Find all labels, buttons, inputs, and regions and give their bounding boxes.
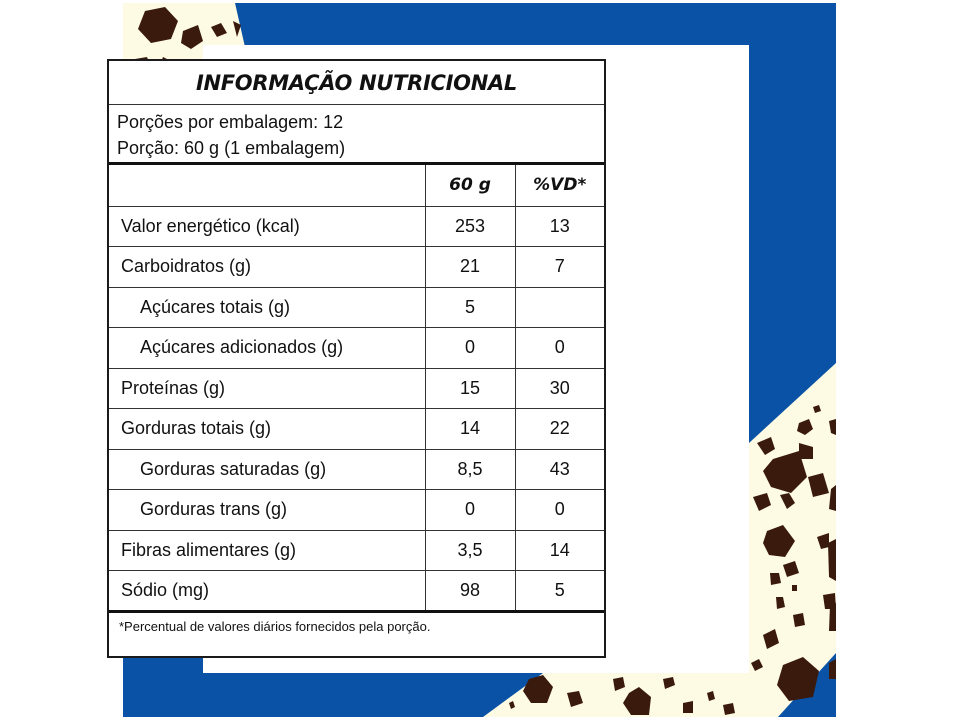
nutrient-amount: 253 [424, 206, 515, 247]
nutrient-name: Carboidratos (g) [109, 246, 425, 288]
table-row: Gorduras trans (g) 0 0 [109, 489, 604, 531]
nutrient-amount: 15 [424, 368, 515, 409]
nutrient-name: Açúcares adicionados (g) [109, 327, 425, 369]
table-header-row: 60 g %VD* [109, 165, 604, 207]
header-amount: 60 g [424, 165, 515, 207]
nutrient-amount: 14 [424, 408, 515, 450]
nutrient-amount: 8,5 [424, 449, 515, 490]
nutrient-name: Gorduras saturadas (g) [109, 449, 425, 490]
header-daily-value: %VD* [514, 165, 604, 207]
nutrient-name: Valor energético (kcal) [109, 206, 425, 247]
nutrition-table: 60 g %VD* Valor energético (kcal) 253 13… [109, 165, 604, 613]
nutrient-dv: 5 [514, 570, 604, 613]
nutrient-dv: 0 [514, 489, 604, 531]
footnote: *Percentual de valores diários fornecido… [119, 618, 431, 634]
serving-size: Porção: 60 g (1 embalagem) [117, 138, 346, 158]
table-row: Gorduras totais (g) 14 22 [109, 408, 604, 450]
nutrient-amount: 0 [424, 489, 515, 531]
table-row: Sódio (mg) 98 5 [109, 570, 604, 613]
servings-per-package: Porções por embalagem: 12 [117, 112, 344, 132]
header-nutrient [109, 165, 425, 207]
table-row: Valor energético (kcal) 253 13 [109, 206, 604, 247]
nutrient-name: Fibras alimentares (g) [109, 530, 425, 571]
label-title: INFORMAÇÃO NUTRICIONAL [109, 61, 604, 105]
nutrient-amount: 3,5 [424, 530, 515, 571]
nutrition-facts-label: INFORMAÇÃO NUTRICIONAL Porções por embal… [107, 59, 606, 658]
nutrient-name: Sódio (mg) [109, 570, 425, 613]
nutrient-amount: 98 [424, 570, 515, 613]
nutrient-name: Gorduras trans (g) [109, 489, 425, 531]
nutrient-dv: 0 [514, 327, 604, 369]
table-row: Proteínas (g) 15 30 [109, 368, 604, 409]
serving-info: Porções por embalagem: 12 Porção: 60 g (… [109, 105, 604, 165]
nutrient-dv: 43 [514, 449, 604, 490]
nutrient-dv: 7 [514, 246, 604, 288]
table-row: Carboidratos (g) 21 7 [109, 246, 604, 288]
nutrient-name: Açúcares totais (g) [109, 287, 425, 328]
nutrient-dv: 22 [514, 408, 604, 450]
table-row: Açúcares totais (g) 5 [109, 287, 604, 328]
nutrient-dv: 30 [514, 368, 604, 409]
table-row: Fibras alimentares (g) 3,5 14 [109, 530, 604, 571]
table-row: Açúcares adicionados (g) 0 0 [109, 327, 604, 369]
nutrient-amount: 0 [424, 327, 515, 369]
nutrient-amount: 21 [424, 246, 515, 288]
nutrient-name: Proteínas (g) [109, 368, 425, 409]
table-row: Gorduras saturadas (g) 8,5 43 [109, 449, 604, 490]
nutrient-name: Gorduras totais (g) [109, 408, 425, 450]
nutrient-dv [514, 287, 604, 328]
nutrient-amount: 5 [424, 287, 515, 328]
nutrient-dv: 14 [514, 530, 604, 571]
nutrient-dv: 13 [514, 206, 604, 247]
